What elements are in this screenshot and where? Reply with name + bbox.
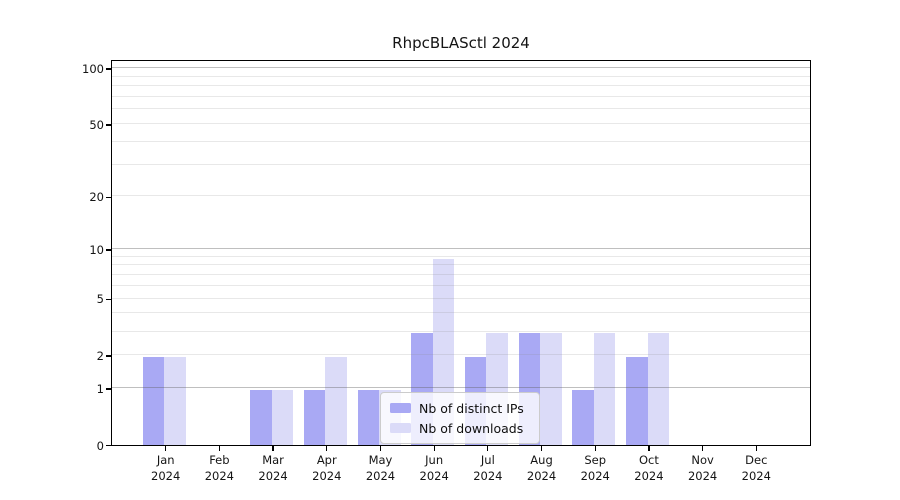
y-tick-mark-5 [106,298,112,301]
gridline-y20 [112,195,810,197]
y-tick-mark-2 [106,355,112,357]
gridline-y50 [112,123,810,125]
y-tick-mark-100 [106,68,112,70]
x-tick-label-may: May 2024 [365,453,396,483]
x-tick-mark-feb [218,446,221,451]
y-tick-label-1: 1 [96,381,104,396]
bar-downloads-apr [325,356,347,445]
x-tick-mark-jun [433,446,435,451]
gridline-y9 [112,255,810,257]
y-tick-label-100: 100 [82,62,104,77]
bar-ips-sep [572,389,594,445]
gridline-y10 [112,248,810,250]
gridline-y1 [112,387,810,389]
bar-downloads-aug [540,333,562,445]
legend-swatch-downloads [390,423,411,433]
y-tick-label-2: 2 [96,348,104,363]
gridline-y70 [112,96,810,98]
gridline-y80 [112,85,810,87]
bar-ips-may [357,389,380,445]
x-tick-label-nov: Nov 2024 [687,453,718,483]
x-tick-mark-apr [326,446,328,451]
gridline-y4 [112,312,810,314]
y-tick-mark-50 [106,124,112,126]
x-tick-mark-sep [594,446,596,451]
x-tick-mark-aug [540,446,543,451]
x-tick-mark-may [379,446,382,451]
bar-ips-apr [303,389,326,445]
chart-title: RhpcBLASctl 2024 [392,34,530,52]
x-tick-label-jul: Jul 2024 [473,453,503,483]
y-tick-mark-1 [106,388,112,390]
x-tick-label-mar: Mar 2024 [258,453,288,483]
gridline-y8 [112,264,810,266]
gridline-y7 [112,274,810,276]
gridline-y2 [112,354,810,356]
x-tick-mark-jan [165,446,167,451]
legend-label: Nb of downloads [419,420,524,436]
bar-ips-jan [142,356,165,445]
y-tick-mark-20 [106,196,112,198]
bar-ips-mar [250,389,272,445]
legend-swatch-ips [390,403,411,413]
bar-downloads-mar [271,389,294,445]
x-tick-label-apr: Apr 2024 [312,453,342,483]
legend: Nb of distinct IPs Nb of downloads [380,392,540,444]
x-tick-mark-mar [272,446,274,451]
legend-label: Nb of distinct IPs [419,400,524,416]
gridline-y40 [112,140,810,142]
bar-downloads-jan [164,356,186,445]
gridline-y6 [112,284,810,286]
y-tick-mark-10 [106,249,112,251]
gridline-y100 [112,67,810,69]
y-tick-label-10: 10 [89,242,104,257]
y-tick-label-20: 20 [89,190,104,205]
y-tick-mark-0 [106,444,112,447]
x-tick-mark-nov [701,446,704,451]
gridline-y30 [112,163,810,165]
bar-ips-oct [626,356,648,445]
bar-downloads-oct [647,333,670,445]
gridline-y3 [112,330,810,332]
bar-downloads-sep [593,333,616,445]
x-tick-mark-dec [755,446,757,451]
gridline-y90 [112,75,810,77]
gridline-y60 [112,108,810,110]
legend-entry-ips: Nb of distinct IPs [390,398,531,418]
gridline-y5 [112,297,810,299]
x-tick-label-aug: Aug 2024 [526,453,557,483]
x-tick-mark-oct [648,446,650,451]
x-tick-mark-jul [487,446,489,451]
y-tick-label-0: 0 [96,438,104,453]
legend-entry-downloads: Nb of downloads [390,418,531,438]
x-tick-label-dec: Dec 2024 [741,453,771,483]
plot-area: Nb of distinct IPs Nb of downloads [111,60,811,446]
x-tick-label-jun: Jun 2024 [419,453,449,483]
x-tick-label-sep: Sep 2024 [580,453,610,483]
y-tick-label-50: 50 [89,117,104,132]
y-tick-label-5: 5 [96,292,104,307]
x-tick-label-feb: Feb 2024 [204,453,235,483]
x-tick-label-jan: Jan 2024 [151,453,181,483]
x-tick-label-oct: Oct 2024 [634,453,664,483]
